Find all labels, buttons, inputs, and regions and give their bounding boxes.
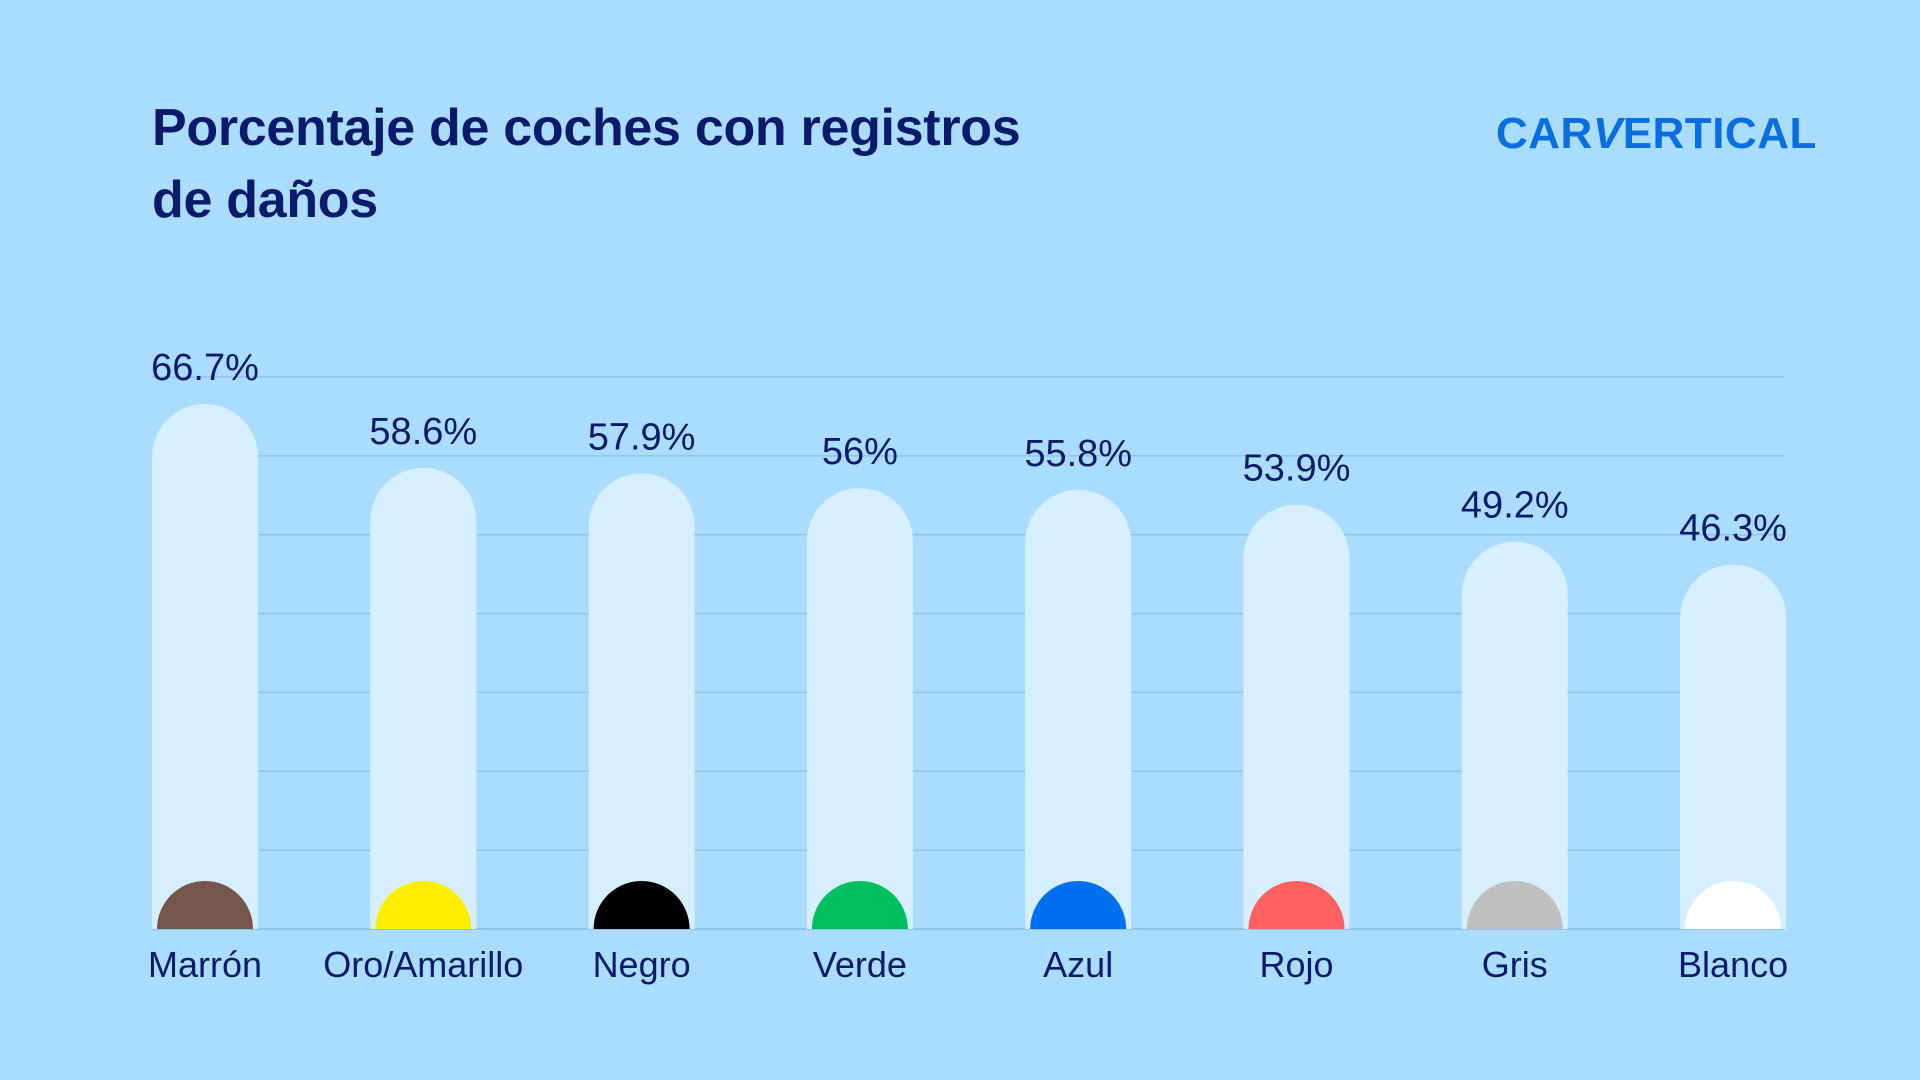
brand-logo: CARVERTICAL <box>1496 109 1817 158</box>
value-label-gris: 49.2% <box>1461 485 1569 527</box>
category-labels: Marrón Oro/Amarillo Negro Verde Azul Rojo Gris… <box>148 944 1788 985</box>
color-marker-oro-amarillo <box>375 881 472 930</box>
color-marker-blanco <box>1685 881 1782 929</box>
color-marker-verde <box>811 881 908 929</box>
color-marker-azul <box>1030 881 1127 929</box>
bar-azul <box>1025 489 1132 929</box>
value-label-azul: 55.8% <box>1024 433 1132 475</box>
category-label-rojo: Rojo <box>1259 944 1333 985</box>
color-marker-gris <box>1466 881 1563 929</box>
value-labels: 66.7% 58.6% 57.9% 56% 55.8% 53.9% 49.2% 46.3% <box>151 347 1787 550</box>
color-marker-negro <box>593 881 690 929</box>
bar-gris <box>1461 541 1568 929</box>
category-label-marron: Marrón <box>148 944 262 985</box>
bar-marron <box>152 404 258 929</box>
category-label-negro: Negro <box>593 944 691 985</box>
category-label-azul: Azul <box>1043 944 1113 985</box>
category-label-blanco: Blanco <box>1678 944 1788 985</box>
value-label-oro-amarillo: 58.6% <box>369 411 477 453</box>
color-marker-rojo <box>1248 881 1345 929</box>
category-label-gris: Gris <box>1482 944 1548 985</box>
category-label-oro-amarillo: Oro/Amarillo <box>323 944 523 985</box>
bar-verde <box>806 488 913 929</box>
category-label-verde: Verde <box>813 944 907 985</box>
value-label-rojo: 53.9% <box>1243 448 1351 490</box>
bar-negro <box>588 473 695 929</box>
color-marker-marron <box>157 881 253 929</box>
bars <box>152 404 1787 929</box>
value-label-marron: 66.7% <box>151 347 259 389</box>
color-markers <box>157 881 1782 930</box>
value-label-blanco: 46.3% <box>1679 508 1787 550</box>
bar-blanco <box>1680 564 1787 929</box>
bar-oro-amarillo <box>370 467 477 929</box>
chart-title: Porcentaje de coches con registros de da… <box>152 99 1021 229</box>
value-label-negro: 57.9% <box>588 416 696 458</box>
bar-rojo <box>1243 504 1350 929</box>
value-label-verde: 56% <box>822 431 898 473</box>
